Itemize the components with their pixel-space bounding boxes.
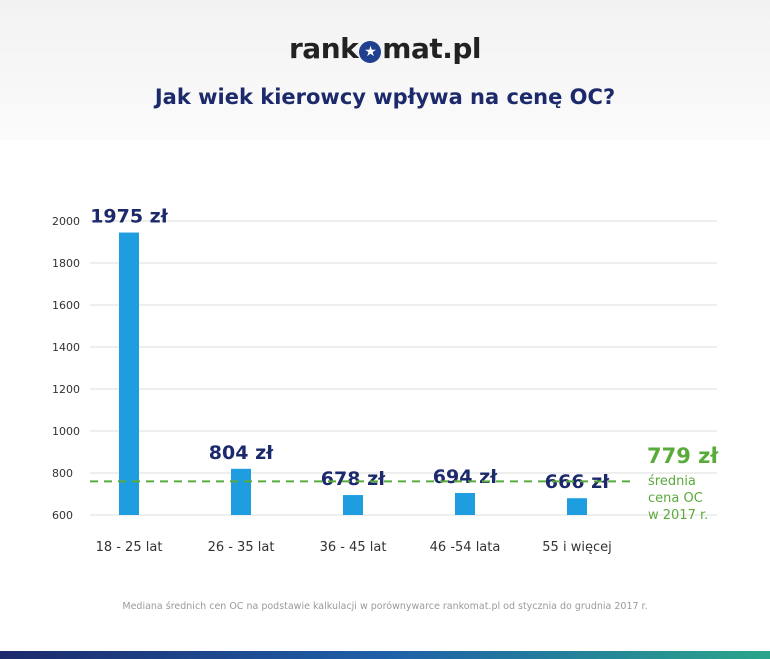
star-icon: ★ (359, 41, 382, 63)
y-tick-label: 2000 (52, 215, 80, 228)
bottom-brand-bar (0, 651, 770, 659)
y-tick-label: 1200 (52, 383, 80, 396)
reference-caption: średnia (648, 474, 696, 489)
x-axis-labels: 18 - 25 lat 26 - 35 lat 36 - 45 lat 46 -54 … (96, 540, 612, 555)
x-tick-label: 46 -54 lata (430, 540, 501, 555)
data-label: 666 zł (545, 471, 610, 493)
logo-text-left: rank (289, 32, 359, 65)
logo-text-right: mat.pl (382, 32, 481, 65)
average-reference: 779 zł średnia cena OC w 2017 r. (90, 444, 719, 523)
data-labels: 1975 zł 804 zł 678 zł 694 zł 666 zł (90, 206, 610, 494)
chart-title: Jak wiek kierowcy wpływa na cenę OC? (154, 85, 616, 109)
data-label: 1975 zł (90, 206, 169, 228)
data-label: 694 zł (433, 466, 498, 488)
y-axis-ticks: 600 800 1000 1200 1400 1600 1800 2000 (52, 215, 80, 522)
x-tick-label: 55 i więcej (542, 540, 611, 555)
bars (119, 232, 587, 516)
x-tick-label: 26 - 35 lat (208, 540, 275, 555)
y-tick-label: 1600 (52, 299, 80, 312)
data-label: 804 zł (209, 442, 274, 464)
y-tick-label: 1800 (52, 257, 80, 270)
bar (455, 492, 475, 515)
rankomat-logo: rank ★ mat.pl (0, 32, 770, 65)
reference-value: 779 zł (647, 444, 719, 468)
data-label: 678 zł (321, 468, 386, 490)
bar-chart: 600 800 1000 1200 1400 1600 1800 2000 18 - 25 l… (52, 206, 719, 555)
bar (231, 468, 251, 515)
x-tick-label: 18 - 25 lat (96, 540, 163, 555)
y-tick-label: 800 (52, 467, 73, 480)
footnote: Mediana średnich cen OC na podstawie kal… (122, 601, 648, 612)
bar (343, 495, 363, 515)
x-tick-label: 36 - 45 lat (320, 540, 387, 555)
y-tick-label: 1000 (52, 425, 80, 438)
y-tick-label: 600 (52, 509, 73, 522)
bar (567, 498, 587, 515)
grid-lines (90, 220, 717, 516)
reference-caption: cena OC (648, 491, 703, 506)
header-background (0, 0, 770, 140)
y-tick-label: 1400 (52, 341, 80, 354)
reference-caption: w 2017 r. (648, 508, 708, 523)
bar (119, 232, 139, 516)
